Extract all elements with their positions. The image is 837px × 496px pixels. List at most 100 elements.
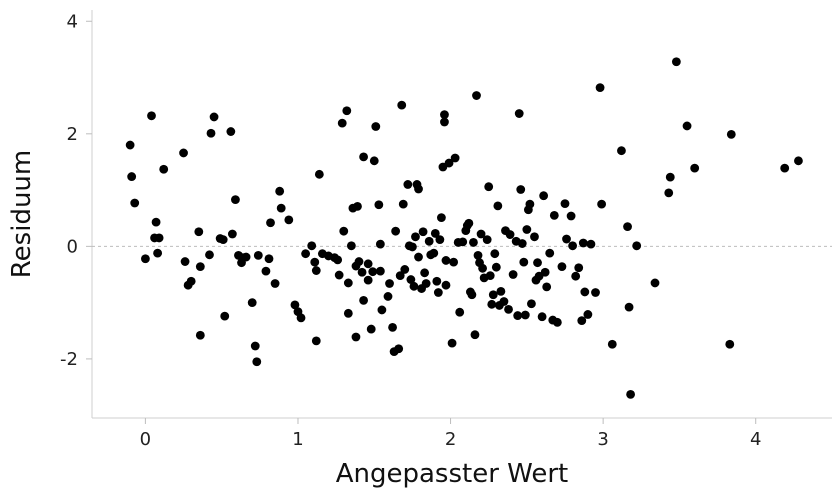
data-point	[571, 271, 581, 281]
data-point	[394, 344, 404, 354]
data-point	[333, 255, 343, 265]
data-point	[533, 258, 542, 268]
data-point	[276, 203, 286, 213]
data-point	[346, 241, 356, 251]
data-point	[487, 299, 497, 309]
data-point	[794, 156, 803, 166]
x-tick-label: 1	[292, 429, 303, 450]
data-point	[580, 287, 590, 297]
data-point	[130, 198, 140, 208]
data-point	[632, 241, 642, 251]
data-point	[205, 250, 214, 260]
data-point	[179, 148, 188, 158]
data-point	[296, 313, 306, 323]
data-point	[514, 109, 524, 118]
data-point	[432, 276, 442, 286]
data-point	[275, 186, 285, 196]
data-point	[562, 234, 571, 244]
data-point	[363, 259, 373, 269]
data-point	[520, 310, 530, 320]
data-point	[270, 279, 280, 288]
data-point	[664, 188, 674, 198]
data-point	[607, 339, 617, 349]
data-point	[527, 299, 536, 309]
data-point	[253, 250, 263, 260]
data-point	[420, 268, 430, 278]
data-point	[537, 312, 547, 322]
data-point	[339, 226, 349, 236]
data-point	[626, 389, 635, 399]
data-point	[354, 257, 364, 266]
data-point	[337, 118, 347, 128]
data-point	[250, 341, 260, 351]
data-point	[127, 172, 137, 181]
data-point	[433, 288, 443, 297]
data-point	[397, 100, 407, 110]
data-point	[574, 263, 584, 273]
data-point	[374, 200, 384, 210]
data-point	[414, 184, 423, 194]
data-point	[568, 241, 578, 251]
data-point	[464, 218, 474, 228]
data-point	[377, 305, 387, 315]
data-points	[125, 57, 803, 399]
data-point	[595, 83, 605, 93]
data-point	[441, 256, 451, 265]
data-point	[577, 316, 587, 326]
data-point	[368, 267, 378, 277]
data-point	[650, 278, 660, 288]
data-point	[665, 172, 675, 182]
data-point	[408, 242, 417, 252]
data-point	[414, 252, 423, 262]
data-point	[290, 300, 300, 310]
data-point	[447, 338, 457, 348]
data-point	[147, 111, 156, 121]
data-point	[301, 249, 311, 259]
data-point	[343, 278, 353, 288]
data-point	[206, 128, 216, 138]
data-point	[430, 229, 440, 238]
data-point	[549, 211, 559, 220]
data-point	[195, 330, 205, 340]
data-point	[357, 267, 367, 277]
data-point	[472, 91, 481, 100]
x-tick-label: 0	[140, 429, 151, 450]
data-point	[398, 199, 408, 209]
data-point	[525, 199, 535, 209]
data-point	[482, 235, 492, 245]
data-point	[617, 146, 626, 156]
data-point	[334, 270, 344, 280]
data-point	[530, 232, 539, 242]
data-point	[241, 252, 251, 262]
data-point	[261, 266, 271, 276]
data-point	[363, 275, 373, 285]
x-tick-label: 4	[750, 429, 761, 450]
data-point	[409, 281, 419, 291]
data-point	[467, 290, 477, 300]
data-point	[307, 241, 317, 251]
data-point	[180, 257, 190, 266]
data-point	[624, 302, 634, 312]
data-point	[440, 117, 449, 127]
data-point	[227, 229, 237, 239]
data-point	[566, 211, 576, 221]
data-point	[671, 57, 681, 67]
data-point	[141, 254, 150, 264]
axes	[91, 10, 832, 419]
data-point	[371, 122, 381, 131]
data-point	[186, 276, 196, 286]
data-point	[125, 140, 135, 150]
x-ticks: 0 1 2 3 4	[140, 418, 761, 450]
data-point	[406, 275, 416, 284]
data-point	[231, 195, 240, 205]
data-point	[209, 112, 219, 122]
data-point	[403, 180, 413, 189]
data-point	[458, 237, 468, 247]
data-point	[159, 164, 169, 174]
data-point	[623, 222, 632, 232]
data-point	[314, 169, 324, 179]
data-point	[540, 267, 550, 277]
data-point	[388, 322, 397, 332]
